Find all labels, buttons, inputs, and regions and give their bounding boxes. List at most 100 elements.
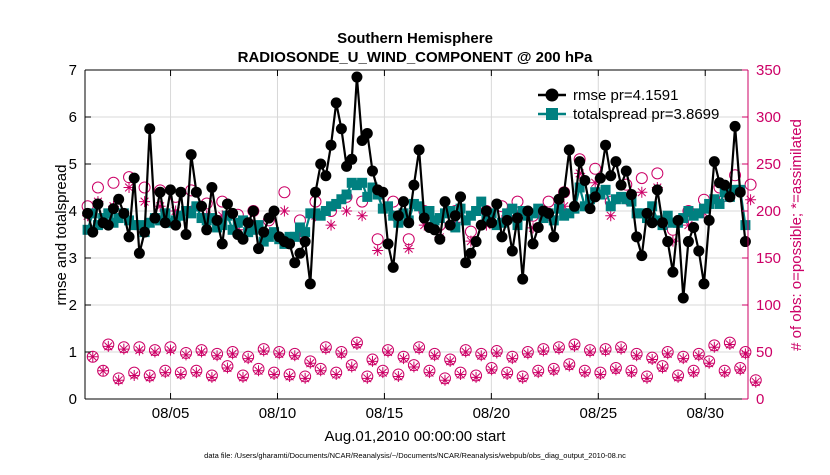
obs-assimilated-marker (382, 346, 394, 358)
obs-assimilated-marker (724, 338, 736, 350)
rmse-point (242, 217, 254, 229)
obs-assimilated-marker (672, 371, 684, 383)
rmse-point (107, 203, 119, 215)
totalspread-point (579, 201, 590, 212)
totalspread-point (460, 215, 471, 226)
totalspread-point (647, 201, 658, 212)
obs-assimilated-marker (335, 348, 347, 360)
obs-assimilated-marker (455, 369, 467, 381)
obs-assimilated-marker (284, 370, 296, 382)
totalspread-point (310, 208, 321, 219)
rmse-point (253, 243, 265, 255)
obs-assimilated-marker (346, 361, 358, 373)
rmse-point (87, 226, 99, 238)
totalspread-point (398, 208, 409, 219)
rmse-point (247, 205, 259, 217)
obs-assimilated-marker (491, 347, 503, 359)
rmse-point (708, 156, 720, 168)
rmse-point (102, 219, 114, 231)
totalspread-point (155, 215, 166, 226)
totalspread-point (445, 206, 456, 216)
footnote: data file: /Users/gharamti/Documents/NCA… (204, 451, 626, 460)
rmse-point (392, 210, 404, 222)
totalspread-point (92, 220, 103, 231)
obs-possible-marker (589, 162, 602, 175)
rmse-point (377, 186, 389, 198)
rmse-point (548, 231, 560, 243)
rmse-point (641, 207, 653, 219)
obs-assimilated-marker (532, 367, 544, 379)
rmse-point (113, 193, 125, 205)
rmse-point (429, 224, 441, 236)
totalspread-point (377, 203, 388, 214)
obs-assimilated-marker (211, 350, 223, 362)
obs-assimilated-marker (372, 244, 384, 256)
totalspread-point (730, 184, 741, 195)
totalspread-point (341, 189, 352, 200)
obs-assimilated-marker (341, 205, 353, 217)
totalspread-point (181, 206, 192, 216)
totalspread-point (439, 208, 450, 219)
totalspread-point (144, 217, 155, 228)
totalspread-point (496, 217, 507, 228)
totalspread-point (693, 208, 704, 219)
obs-assimilated-marker (237, 371, 249, 383)
obs-possible-marker (744, 178, 757, 191)
totalspread-point (212, 222, 223, 233)
rmse-point (216, 238, 228, 250)
obs-assimilated-marker (289, 350, 301, 362)
totalspread-point (357, 177, 368, 188)
rmse-point (449, 210, 461, 222)
totalspread-point (610, 194, 621, 205)
obs-assimilated-marker (216, 210, 228, 222)
totalspread-point (367, 182, 378, 193)
obs-assimilated-marker (657, 362, 669, 374)
totalspread-point (424, 206, 435, 216)
rmse-point (118, 207, 130, 219)
totalspread-point (294, 222, 305, 233)
totalspread-point (336, 194, 347, 205)
rmse-point (610, 156, 622, 168)
obs-assimilated-marker (423, 367, 435, 379)
rmse-point (309, 186, 321, 198)
totalspread-point (217, 220, 228, 231)
obs-assimilated-marker (361, 372, 373, 384)
rmse-point (486, 217, 498, 229)
rmse-point (408, 179, 420, 191)
totalspread-point (186, 208, 197, 219)
obs-assimilated-marker (278, 205, 290, 217)
rmse-point (268, 205, 280, 217)
obs-assimilated-marker (175, 369, 187, 381)
rmse-point (558, 186, 570, 198)
rmse-point (382, 238, 394, 250)
obs-assimilated-marker (273, 348, 285, 360)
totalspread-point (320, 206, 331, 216)
y2-tick-label: 300 (756, 109, 781, 126)
rmse-point (646, 217, 658, 229)
obs-assimilated-marker (558, 200, 570, 212)
rmse-point (325, 139, 337, 151)
totalspread-point (160, 208, 171, 219)
rmse-point (366, 165, 378, 177)
rmse-point (144, 123, 156, 135)
obs-assimilated-marker (548, 365, 560, 377)
rmse-point (657, 217, 669, 229)
obs-possible-marker (107, 176, 120, 189)
rmse-point (196, 200, 208, 212)
rmse-point (682, 236, 694, 248)
obs-assimilated-marker (568, 340, 580, 352)
rmse-point (444, 219, 456, 231)
y2-tick-label: 350 (756, 62, 781, 79)
obs-assimilated-marker (636, 186, 648, 198)
y-tick-label: 4 (69, 203, 77, 220)
obs-possible-marker (278, 186, 291, 199)
rmse-point (729, 120, 741, 132)
rmse-point (625, 189, 637, 201)
rmse-point (211, 214, 223, 226)
x-tick-label: 08/25 (580, 405, 618, 422)
rmse-point (512, 212, 524, 224)
obs-assimilated-marker (253, 365, 265, 377)
y-tick-label: 0 (69, 391, 77, 408)
obs-assimilated-marker (610, 364, 622, 376)
obs-assimilated-marker (97, 365, 109, 377)
